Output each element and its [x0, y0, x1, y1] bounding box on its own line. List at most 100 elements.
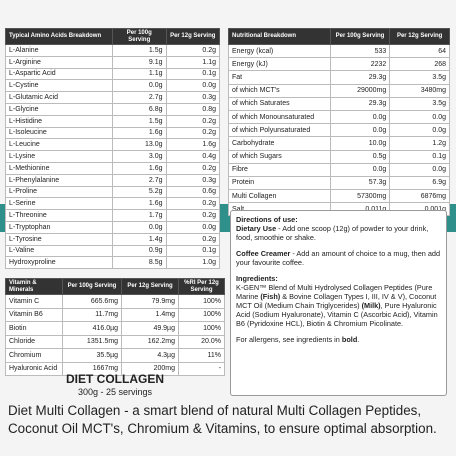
cell: 268	[389, 57, 450, 72]
cell: L-Phenylalanine	[5, 173, 113, 187]
cell: 3.5g	[389, 96, 450, 111]
cell: 416.0µg	[61, 321, 123, 336]
cell: 11.7mg	[61, 307, 123, 322]
cell: 0.0g	[389, 162, 450, 177]
row: L-Arginine 9.1g 1.1g	[5, 55, 220, 69]
row: Hyaluronic Acid 1667mg 200mg -	[5, 361, 225, 376]
row: of which Monounsaturated 0.0g 0.0g	[228, 109, 450, 125]
cell: Hydroxyproline	[5, 256, 113, 270]
cell: L-Glycine	[5, 102, 113, 116]
cell: 1.5g	[112, 44, 167, 57]
header-row: Nutritional Breakdown Per 100g Serving Per…	[228, 28, 450, 45]
row: Energy (kcal) 533 64	[228, 43, 450, 59]
cell: 0.2g	[165, 114, 220, 128]
cell: 0.0g	[112, 220, 167, 234]
cell: -	[178, 361, 225, 376]
directions-title: Directions of use:	[236, 215, 298, 224]
cell: L-Glutamic Acid	[5, 91, 113, 104]
cell: 0.0g	[389, 109, 450, 125]
row: Chloride 1351.5mg 162.2mg 20.0%	[5, 334, 225, 349]
label: Dietary Use	[236, 224, 277, 233]
cell: of which Sugars	[228, 149, 331, 164]
cell: 100%	[178, 294, 225, 309]
row: Vitamin B6 11.7mg 1.4mg 100%	[5, 307, 225, 322]
row: L-Aspartic Acid 1.1g 0.1g	[5, 67, 220, 81]
text: K-GEN™ Blend of Multi Hydrolysed Collage…	[236, 283, 433, 301]
cell: 57.3g	[329, 175, 391, 191]
header-cell: Nutritional Breakdown	[228, 28, 331, 45]
cell: 0.1g	[389, 149, 450, 164]
text: bold	[341, 335, 358, 344]
cell: Biotin	[5, 321, 63, 336]
header-cell: Typical Amino Acids Breakdown	[5, 28, 113, 45]
header-cell: Per 12g Serving	[389, 28, 450, 45]
cell: 2.7g	[112, 91, 167, 104]
cell: L-Tryptophan	[5, 220, 113, 234]
row: L-Valine 0.9g 0.1g	[5, 244, 220, 258]
cell: Fibre	[228, 162, 331, 177]
cell: L-Histidine	[5, 114, 113, 128]
cell: 0.2g	[165, 126, 220, 140]
cell: 0.5g	[329, 149, 391, 164]
cell: 1.1g	[112, 67, 167, 81]
cell: 1.1g	[165, 55, 220, 69]
cell: 0.2g	[165, 161, 220, 175]
cell: 0.2g	[165, 197, 220, 211]
cell: Protein	[228, 175, 331, 191]
cell: L-Valine	[5, 244, 113, 258]
cell: 0.9g	[112, 244, 167, 258]
cell: 57300mg	[329, 189, 391, 204]
cell: 0.1g	[165, 67, 220, 81]
cell: 0.4g	[165, 150, 220, 163]
row: L-Histidine 1.5g 0.2g	[5, 114, 220, 128]
cell: 29000mg	[329, 83, 391, 98]
cell: 1.4mg	[121, 307, 179, 322]
cell: 1.6g	[112, 126, 167, 140]
cell: 0.6g	[165, 185, 220, 199]
cell: L-Arginine	[5, 55, 113, 69]
product-size: 300g - 25 servings	[77, 387, 153, 397]
cell: 6.8g	[112, 102, 167, 116]
cell: Fat	[228, 70, 331, 85]
caption: Diet Multi Collagen - a smart blend of n…	[8, 403, 437, 436]
row: L-Cystine 0.0g 0.0g	[5, 79, 220, 93]
row: Protein 57.3g 6.9g	[228, 175, 450, 191]
row: L-Alanine 1.5g 0.2g	[5, 44, 220, 57]
cell: 0.3g	[165, 173, 220, 187]
cell: 29.3g	[329, 70, 391, 85]
cell: 5.2g	[112, 185, 167, 199]
product-name: DIET COLLAGEN	[66, 372, 164, 386]
cell: 2232	[329, 57, 391, 72]
row: L-Tryptophan 0.0g 0.0g	[5, 220, 220, 234]
cell: of which MCT's	[228, 83, 331, 98]
row: Fat 29.3g 3.5g	[228, 70, 450, 85]
cell: 8.5g	[112, 256, 167, 270]
ingredients-title: Ingredients:	[236, 274, 278, 283]
text: (Milk)	[361, 301, 381, 310]
cell: 100%	[178, 321, 225, 336]
directions-box: Directions of use: Dietary Use - Add one…	[230, 210, 447, 396]
cell: 13.0g	[112, 138, 167, 152]
cell: 0.0g	[329, 123, 391, 138]
row: Chromium 35.5µg 4.3µg 11%	[5, 348, 225, 363]
row: L-Serine 1.6g 0.2g	[5, 197, 220, 211]
cell: 1351.5mg	[61, 334, 123, 349]
row: L-Glutamic Acid 2.7g 0.3g	[5, 91, 220, 104]
cell: 0.0g	[329, 162, 391, 177]
header-cell: Per 100g Serving	[61, 278, 123, 295]
text: - Add an amount of choice to a mug, then…	[236, 249, 441, 267]
row: L-Lysine 3.0g 0.4g	[5, 150, 220, 163]
cell: L-Tyrosine	[5, 232, 113, 246]
cell: Chloride	[5, 334, 63, 349]
cell: 35.5µg	[61, 348, 123, 363]
cell: L-Aspartic Acid	[5, 67, 113, 81]
header-cell: %RI Per 12g Serving	[178, 278, 225, 295]
cell: 0.0g	[165, 79, 220, 93]
amino-acid-table: Typical Amino Acids Breakdown Per 100g Se…	[5, 28, 220, 270]
cell: 1.0g	[165, 256, 220, 270]
cell: 1.6g	[165, 138, 220, 152]
cell: Vitamin B6	[5, 307, 63, 322]
row: of which Saturates 29.3g 3.5g	[228, 96, 450, 111]
cell: of which Saturates	[228, 96, 331, 111]
